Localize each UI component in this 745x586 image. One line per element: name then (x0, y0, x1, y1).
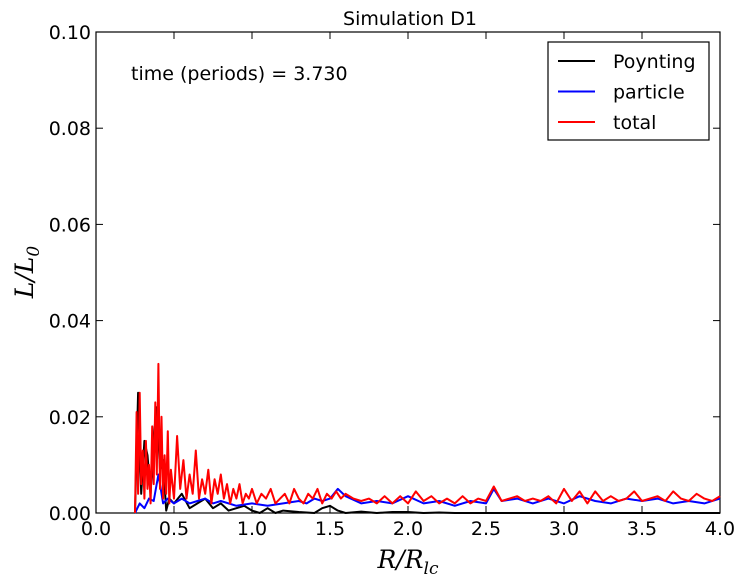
x-tick-label: 1.0 (237, 518, 267, 540)
time-annotation: time (periods) = 3.730 (131, 63, 348, 85)
y-tick-label: 0.04 (49, 311, 91, 333)
y-tick-label: 0.06 (49, 214, 91, 236)
x-tick-label: 3.5 (627, 518, 657, 540)
series-lines (134, 362, 721, 514)
y-axis-label: L/L0 (10, 246, 44, 300)
axis-ticks: 0.0 0.5 1.0 1.5 2.0 2.5 3.0 3.5 4.0 0.00 0.02 0.04 0… (49, 22, 735, 540)
chart-title: Simulation D1 (343, 8, 477, 30)
x-tick-label: 4.0 (705, 518, 735, 540)
x-tick-label: 2.0 (393, 518, 423, 540)
legend: Poynting particle total (547, 41, 710, 141)
x-tick-label: 1.5 (315, 518, 345, 540)
legend-label-poynting: Poynting (613, 51, 696, 73)
x-tick-label: 3.0 (549, 518, 579, 540)
legend-label-total: total (613, 112, 656, 134)
legend-label-particle: particle (613, 82, 685, 104)
x-tick-label: 2.5 (471, 518, 501, 540)
y-tick-label: 0.08 (49, 118, 91, 140)
y-tick-label: 0.02 (49, 407, 91, 429)
x-tick-label: 0.0 (81, 518, 111, 540)
x-axis-label: R/Rlc (376, 545, 439, 579)
series-line-total (134, 362, 721, 514)
y-tick-label: 0.10 (49, 22, 91, 44)
x-tick-label: 0.5 (159, 518, 189, 540)
y-tick-label: 0.00 (49, 503, 91, 525)
